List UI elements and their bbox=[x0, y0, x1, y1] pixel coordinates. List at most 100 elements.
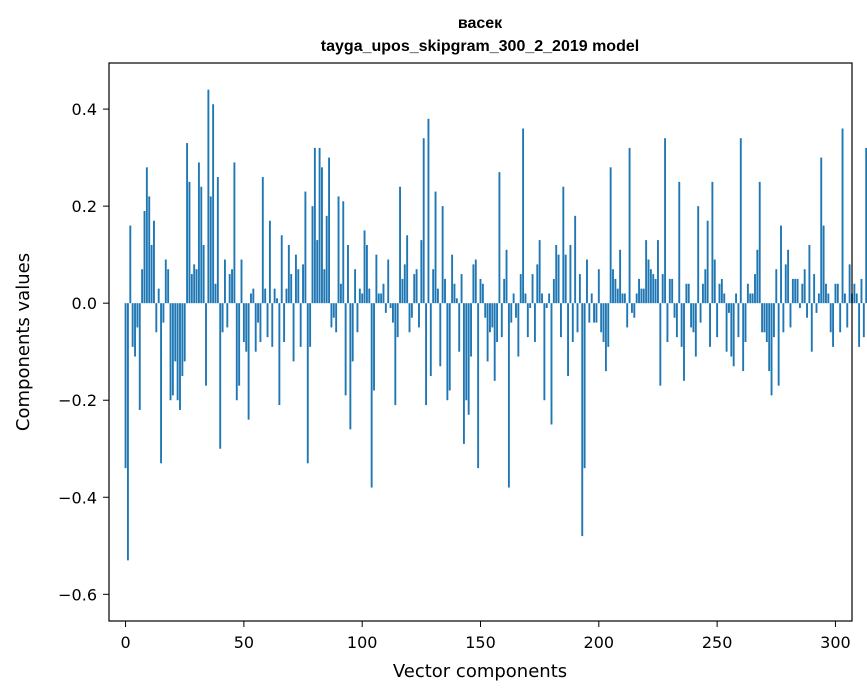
bar bbox=[370, 303, 373, 488]
bar bbox=[491, 303, 494, 328]
bar bbox=[325, 215, 328, 304]
bar bbox=[224, 259, 226, 304]
bar bbox=[685, 283, 688, 304]
bar bbox=[446, 303, 449, 401]
bar bbox=[820, 157, 823, 304]
bar bbox=[304, 191, 307, 304]
bar bbox=[287, 244, 290, 304]
bar bbox=[453, 283, 456, 304]
bar bbox=[846, 303, 849, 328]
bar bbox=[448, 303, 451, 391]
bar bbox=[467, 303, 470, 415]
bar bbox=[732, 303, 735, 367]
bar bbox=[330, 303, 333, 328]
bar bbox=[782, 303, 785, 333]
bar bbox=[266, 303, 269, 338]
bar bbox=[574, 215, 577, 304]
x-tick-label: 150 bbox=[465, 633, 496, 652]
bar bbox=[169, 303, 172, 401]
bar bbox=[858, 303, 861, 347]
bar bbox=[278, 303, 281, 406]
bar bbox=[309, 303, 312, 347]
bar bbox=[460, 274, 463, 304]
bar bbox=[136, 303, 139, 328]
bar bbox=[728, 303, 730, 313]
bar bbox=[865, 147, 867, 304]
bar bbox=[720, 278, 723, 304]
bar bbox=[462, 303, 465, 444]
bar bbox=[612, 269, 614, 304]
bar bbox=[484, 303, 487, 318]
bar bbox=[344, 303, 347, 396]
bar bbox=[247, 303, 250, 420]
bar bbox=[387, 259, 390, 304]
bar bbox=[744, 303, 747, 342]
bar bbox=[704, 269, 707, 304]
bar bbox=[701, 283, 704, 304]
bar bbox=[832, 303, 835, 347]
bar bbox=[280, 235, 283, 304]
bar bbox=[791, 278, 794, 304]
bar bbox=[335, 303, 338, 333]
bar bbox=[765, 303, 768, 342]
bar bbox=[498, 172, 501, 304]
bar bbox=[155, 303, 158, 333]
x-tick-label: 50 bbox=[234, 633, 254, 652]
bar bbox=[571, 303, 574, 342]
bar bbox=[420, 240, 423, 304]
bar bbox=[226, 303, 229, 328]
bar bbox=[723, 293, 726, 304]
bar bbox=[604, 303, 607, 372]
bar bbox=[768, 303, 771, 372]
bar bbox=[153, 220, 155, 304]
bar bbox=[761, 303, 764, 333]
bar bbox=[735, 293, 737, 304]
bar bbox=[299, 303, 302, 347]
bar bbox=[623, 293, 626, 304]
bar bbox=[209, 196, 212, 304]
bar bbox=[557, 254, 560, 304]
bar bbox=[718, 283, 721, 304]
bar bbox=[614, 278, 617, 304]
bar bbox=[380, 293, 383, 304]
bar bbox=[552, 278, 555, 304]
bar bbox=[179, 303, 181, 410]
bar bbox=[292, 303, 295, 362]
bar bbox=[664, 138, 667, 304]
y-tick-label: 0.4 bbox=[72, 100, 97, 119]
bar bbox=[576, 303, 579, 333]
bar bbox=[673, 303, 676, 318]
bar bbox=[131, 303, 134, 347]
bar bbox=[775, 269, 778, 304]
bar bbox=[493, 303, 496, 381]
bar bbox=[290, 274, 293, 304]
bar bbox=[562, 186, 565, 304]
bar bbox=[126, 303, 129, 561]
bar bbox=[240, 259, 243, 304]
bar bbox=[418, 303, 420, 328]
x-tick-label: 250 bbox=[702, 633, 733, 652]
bar bbox=[254, 303, 257, 352]
x-tick-label: 0 bbox=[120, 633, 130, 652]
bar bbox=[361, 293, 364, 304]
bar bbox=[531, 274, 534, 304]
bar bbox=[754, 274, 756, 304]
bar bbox=[242, 303, 245, 342]
bar bbox=[245, 303, 248, 352]
bar bbox=[737, 303, 740, 338]
bar bbox=[354, 269, 357, 304]
bar bbox=[193, 264, 196, 304]
bar bbox=[455, 298, 458, 304]
bar bbox=[619, 249, 622, 304]
bar bbox=[311, 206, 314, 304]
bar bbox=[339, 283, 342, 304]
bar bbox=[162, 303, 165, 323]
bar bbox=[389, 303, 392, 309]
bar bbox=[848, 264, 851, 304]
bar bbox=[342, 201, 345, 304]
bar bbox=[382, 283, 385, 304]
bar bbox=[836, 283, 839, 304]
bar bbox=[458, 303, 461, 352]
bar bbox=[427, 118, 430, 304]
bar bbox=[687, 283, 690, 304]
